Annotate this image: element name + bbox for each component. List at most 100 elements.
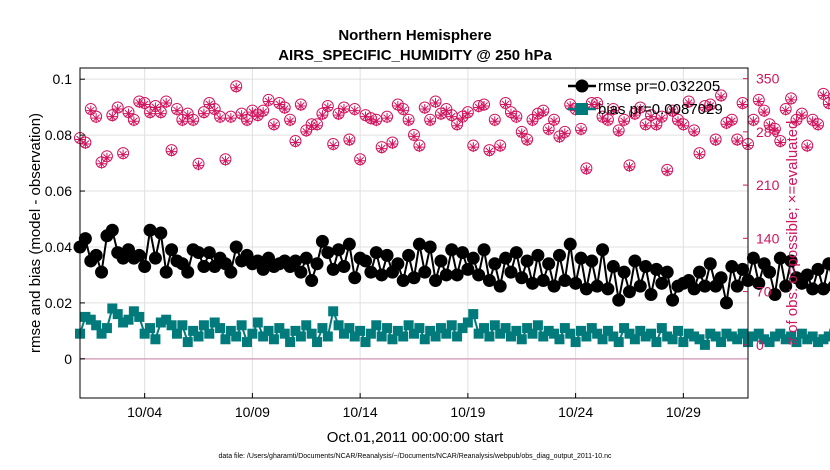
bias-point [796,328,807,339]
evaluated-point [796,110,807,121]
bias-point [516,334,527,345]
evaluated-point [382,113,393,124]
bias-point [85,314,96,325]
rmse-point [693,265,707,279]
bias-point [640,331,651,342]
evaluated-point [646,111,657,122]
rmse-point [800,268,814,282]
evaluated-point [209,105,220,116]
bias-point [161,314,172,325]
chart-subtitle: AIRS_SPECIFIC_HUMIDITY @ 250 hPa [278,47,552,64]
evaluated-point [349,105,360,116]
bias-point [101,323,112,334]
rmse-point [816,282,830,296]
x-axis-label: Oct.01,2011 00:00:00 start [327,429,504,446]
evaluated-point [554,132,565,143]
x-tick-label: 10/09 [235,404,270,420]
evaluated-point [759,107,770,118]
evaluated-point [576,125,586,136]
evaluated-point [484,146,495,157]
rmse-point [563,237,577,251]
rmse-point [644,288,658,302]
bias-point [96,328,107,339]
rmse-point [326,262,340,276]
evaluated-point [430,97,441,108]
bias-point [252,317,263,328]
rmse-point [703,257,717,271]
bias-point [452,331,463,342]
bias-point [532,320,543,331]
bias-point [581,331,592,342]
rmse-point [504,265,518,279]
evaluated-point [732,135,743,146]
rmse-point [337,260,351,274]
evaluated-point [145,108,156,119]
evaluated-point [592,99,603,110]
bias-point [807,331,818,342]
bias-point [473,328,484,339]
bias-point [554,334,565,345]
rmse-point [806,282,820,296]
rmse-point [138,260,152,274]
bias-point [726,331,737,342]
bias-point [177,320,188,331]
bias-point [748,331,759,342]
bias-point [414,323,425,334]
rmse-point [542,257,556,271]
rmse-point [779,279,793,293]
bias-point [123,314,134,325]
bias-point [791,337,802,348]
evaluated-point [807,116,818,127]
legend: rmse pr=0.032205 bias pr=0.0087029 [568,78,723,118]
evaluated-point [672,116,683,127]
bias-point [570,337,581,348]
evaluated-point [462,108,473,119]
bias-point [204,328,215,339]
bias-point [656,323,667,334]
bias-point [619,323,630,334]
plot-frame [79,67,749,399]
evaluated-point [96,158,107,169]
evaluated-point [619,116,630,127]
evaluated-point [505,108,516,119]
evaluated-point [107,111,118,122]
bias-point [505,331,516,342]
evaluated-point [678,120,689,131]
rmse-point [450,268,464,282]
y2-tick-label: 350 [756,71,780,87]
evaluated-point [274,99,285,110]
evaluated-point [392,101,403,112]
rmse-point [132,248,146,262]
rmse-point [348,271,362,285]
y2-tick-label: 280 [756,124,780,140]
rmse-point [197,260,211,274]
rmse-point [714,271,728,285]
bias-point [338,328,349,339]
x-tick-label: 10/24 [558,404,593,420]
bias-point [646,328,657,339]
bias-point [479,323,490,334]
bias-point [759,334,770,345]
y-axis-label: rmse and bias (model - observation) [27,113,44,353]
evaluated-point [252,111,263,122]
rmse-point [192,246,206,260]
evaluated-point [813,120,824,131]
y2-axis-label: # of obs: o=possible; ×=evaluated [784,121,801,346]
bias-point [360,337,371,348]
evaluated-point [737,99,748,110]
bias-point [462,317,473,328]
y2-tick-label: 140 [756,230,780,246]
evaluated-point [365,114,376,125]
evaluated-point [662,166,673,177]
bias-point [662,331,673,342]
evaluated-point [322,102,333,113]
bias-point [268,334,279,345]
evaluated-point [441,105,452,116]
bias-point [430,331,441,342]
bias-point [349,331,360,342]
evaluated-point [527,116,538,127]
evaluated-point [328,140,339,151]
rmse-point [730,279,744,293]
bias-point [155,317,166,328]
evaluated-point [355,155,366,166]
